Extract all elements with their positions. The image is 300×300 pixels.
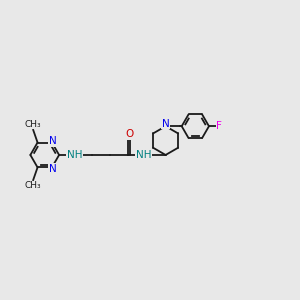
Text: CH₃: CH₃	[24, 181, 41, 190]
Text: N: N	[162, 119, 170, 129]
Text: N: N	[49, 136, 56, 146]
Text: F: F	[216, 121, 222, 131]
Text: NH: NH	[67, 150, 82, 160]
Text: CH₃: CH₃	[24, 120, 41, 129]
Text: O: O	[125, 129, 133, 139]
Text: NH: NH	[136, 150, 151, 160]
Text: N: N	[49, 164, 56, 174]
